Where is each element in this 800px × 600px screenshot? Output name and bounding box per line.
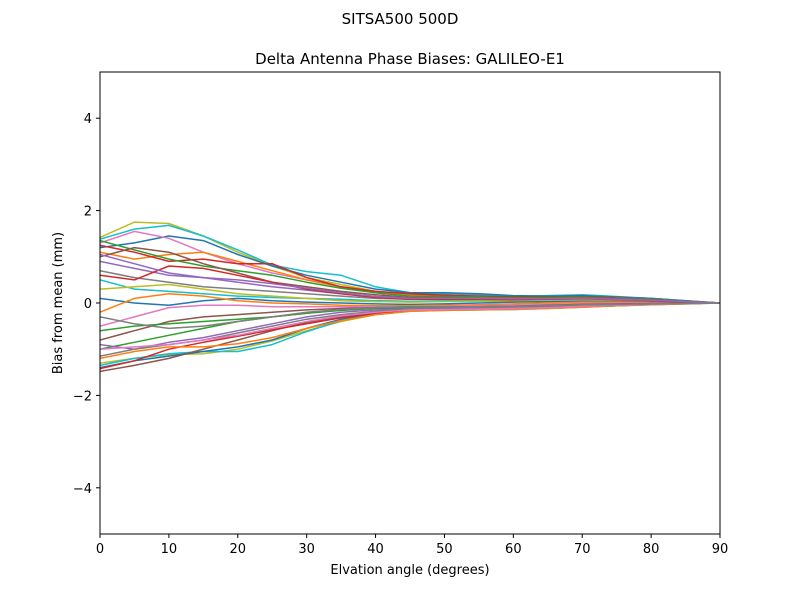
x-axis: 0 10 20 30 40 50 60 70 80 90 bbox=[96, 534, 728, 557]
x-tick-label: 90 bbox=[712, 542, 729, 557]
series-layer bbox=[100, 221, 720, 373]
x-tick-label: 10 bbox=[161, 542, 178, 557]
x-tick-label: 60 bbox=[505, 542, 522, 557]
x-tick-label: 40 bbox=[367, 542, 384, 557]
y-tick-label: −2 bbox=[73, 389, 92, 404]
y-axis: −4 −2 0 2 4 bbox=[73, 112, 100, 497]
x-tick-label: 20 bbox=[230, 542, 247, 557]
y-tick-label: 0 bbox=[84, 297, 92, 312]
series-line-3 bbox=[100, 235, 720, 304]
x-tick-label: 0 bbox=[96, 542, 104, 557]
series-line-14 bbox=[100, 293, 720, 313]
x-tick-label: 50 bbox=[436, 542, 453, 557]
x-axis-label: Elvation angle (degrees) bbox=[330, 563, 489, 578]
x-tick-label: 80 bbox=[643, 542, 660, 557]
series-line-12 bbox=[100, 283, 720, 304]
x-tick-label: 30 bbox=[298, 542, 315, 557]
y-tick-label: 2 bbox=[84, 205, 92, 220]
y-axis-label: Bias from mean (mm) bbox=[51, 232, 66, 374]
series-line-29 bbox=[100, 253, 720, 304]
x-tick-label: 70 bbox=[574, 542, 591, 557]
y-tick-label: −4 bbox=[73, 482, 92, 497]
y-tick-label: 4 bbox=[84, 112, 92, 127]
figure-suptitle: SITSA500 500D bbox=[342, 10, 459, 28]
chart-title: Delta Antenna Phase Biases: GALILEO-E1 bbox=[255, 50, 565, 68]
series-line-30 bbox=[100, 302, 720, 330]
series-line-26 bbox=[100, 302, 720, 350]
